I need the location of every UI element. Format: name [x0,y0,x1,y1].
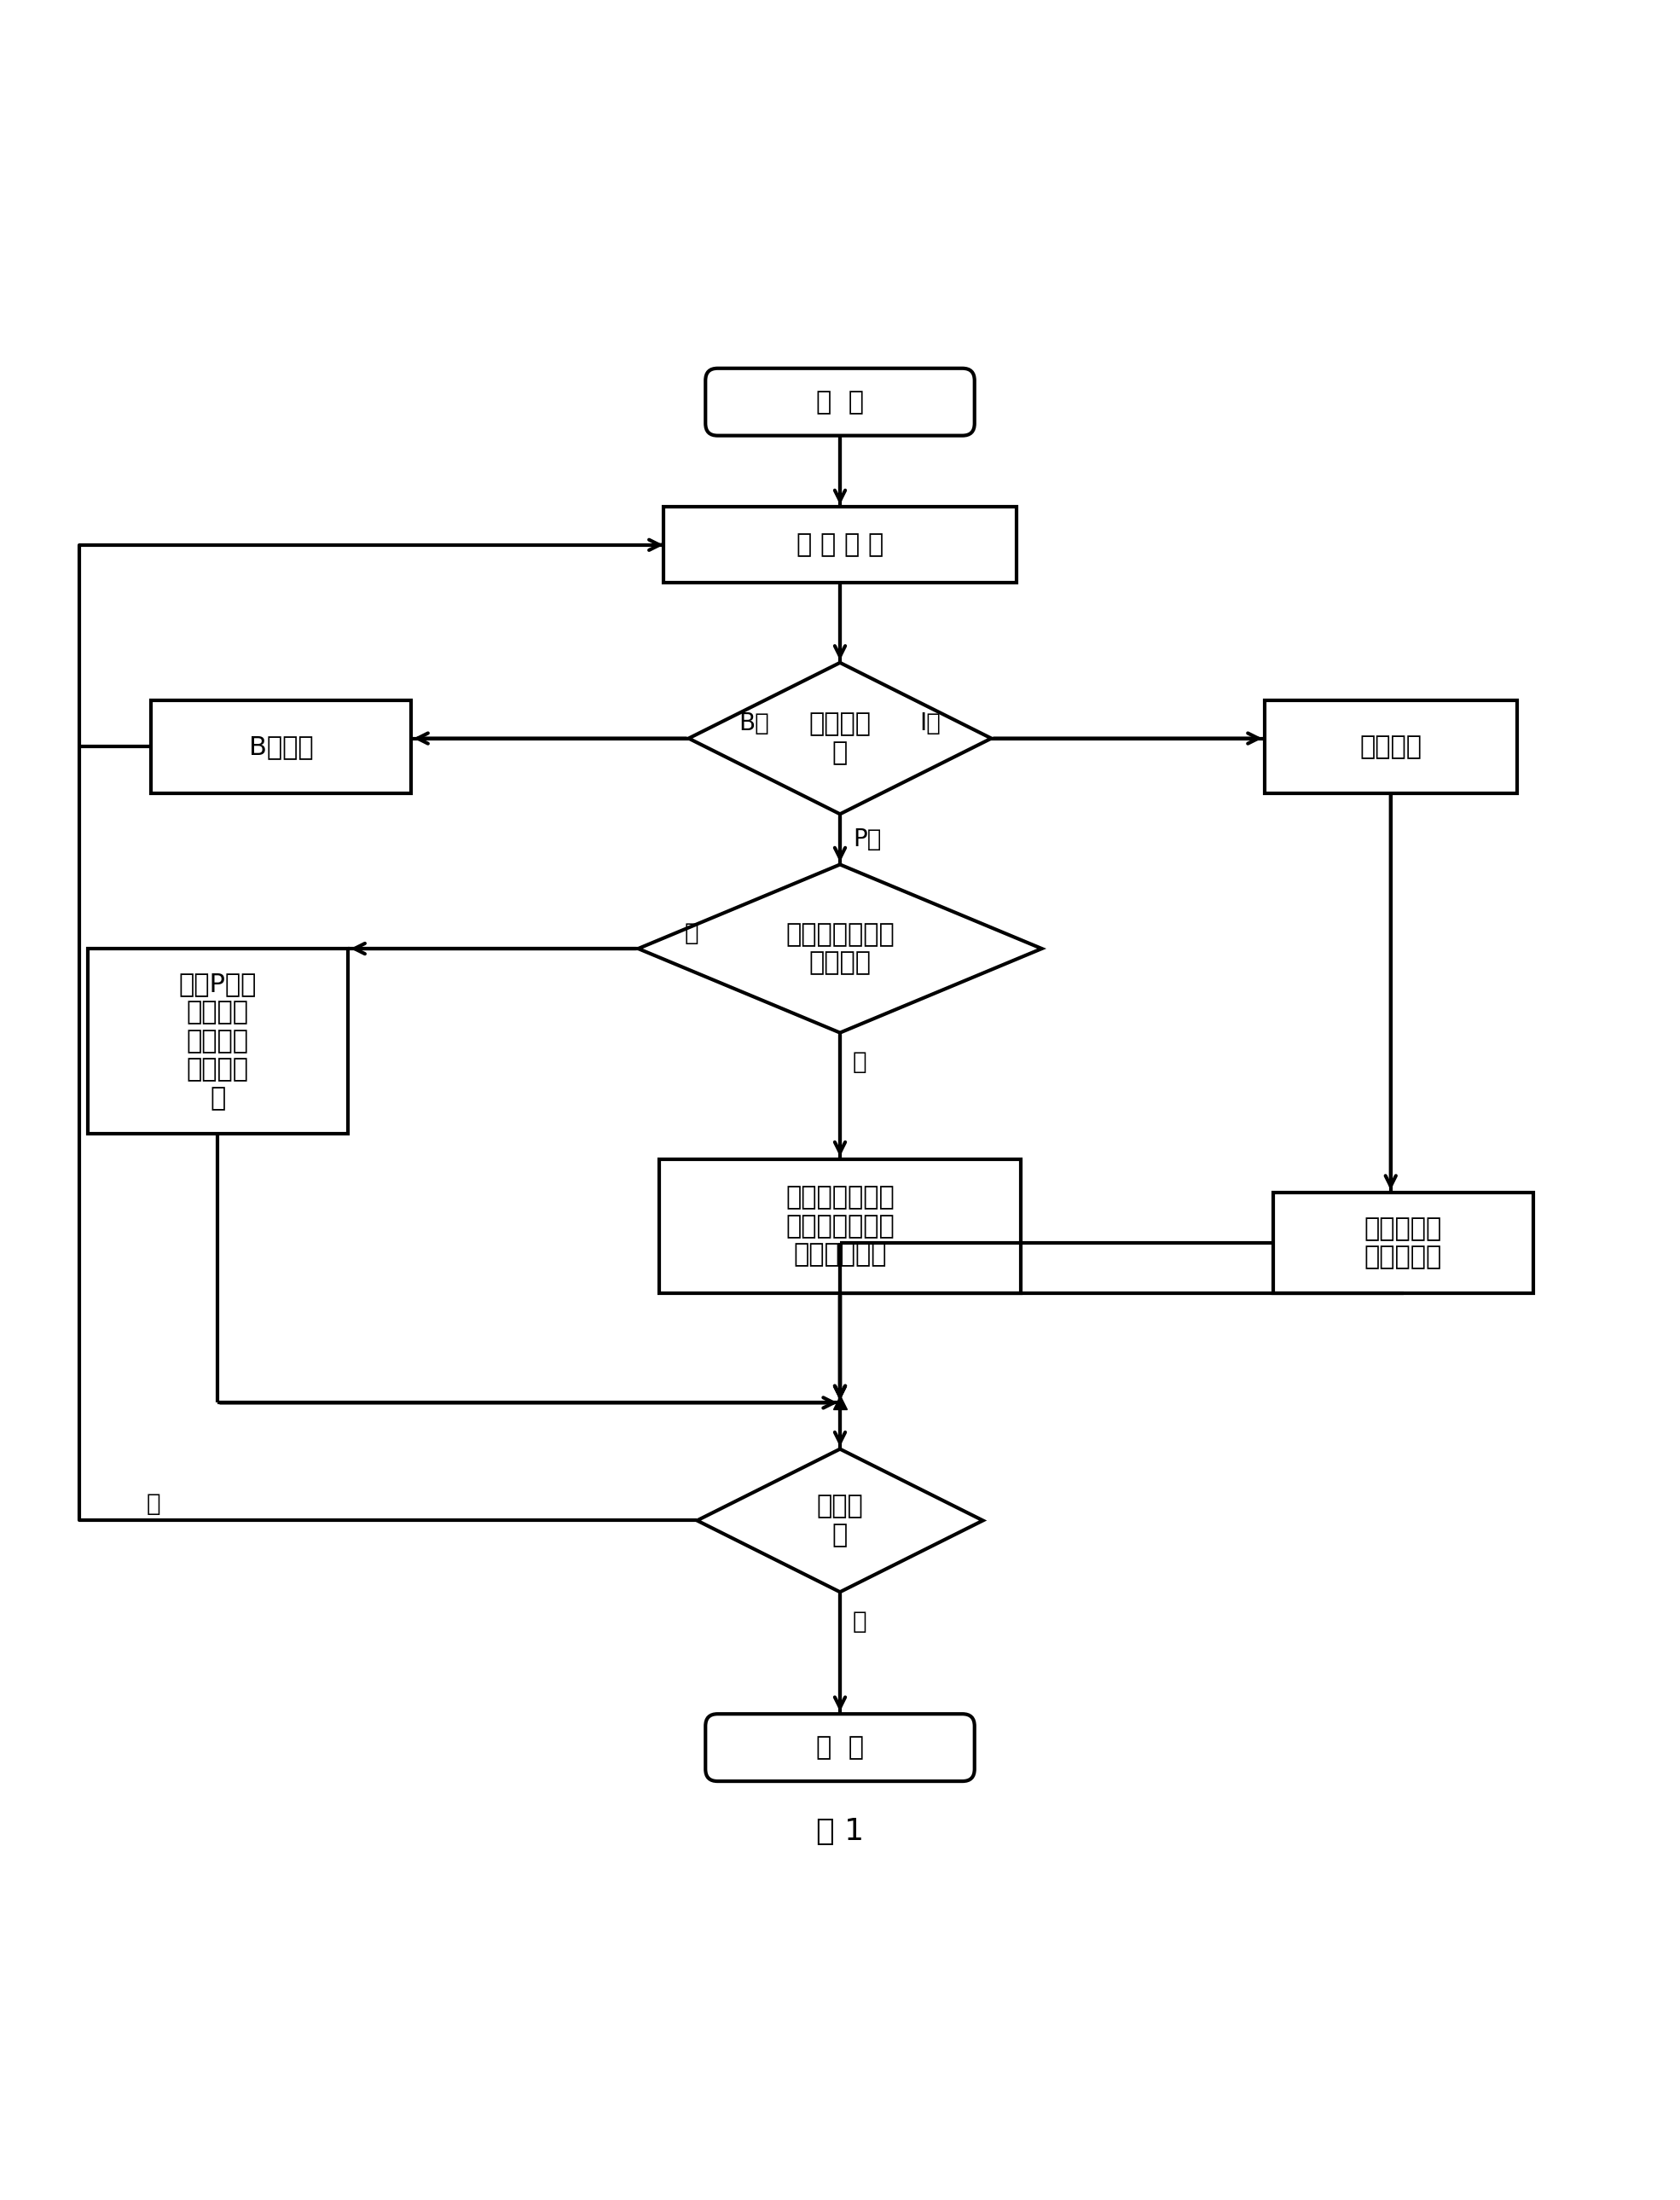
FancyBboxPatch shape [706,367,974,436]
Text: 强制帧内编码帧
编码及其优先参
考标志的设置: 强制帧内编码帧 编码及其优先参 考标志的设置 [786,1186,894,1267]
Text: 帧内编码: 帧内编码 [1359,735,1421,759]
Text: 是: 是 [853,1610,867,1632]
Bar [1273,1192,1534,1294]
Bar [1265,700,1517,792]
Text: 否: 否 [146,1492,161,1516]
Bar [151,700,412,792]
Text: 是否结
束: 是否结 束 [816,1494,864,1547]
Text: B帧编码: B帧编码 [249,735,312,759]
Polygon shape [697,1450,983,1593]
Polygon shape [689,662,991,814]
Text: 判断是否强制帧
内编码帧: 判断是否强制帧 内编码帧 [786,922,894,975]
Bar [87,948,348,1133]
Text: 设置宏块优
先参考标志: 设置宏块优 先参考标志 [1364,1217,1441,1269]
FancyBboxPatch shape [706,1714,974,1782]
Text: B帧: B帧 [739,711,769,735]
Text: 结  束: 结 束 [816,1736,864,1760]
Text: 否: 否 [684,922,699,946]
Polygon shape [638,865,1042,1032]
Bar [659,1159,1021,1294]
Text: 图 1: 图 1 [816,1817,864,1846]
Text: I帧: I帧 [919,711,941,735]
Text: 开  始: 开 始 [816,389,864,414]
Bar [664,506,1016,583]
Text: 帧类型判
断: 帧类型判 断 [808,711,872,766]
Text: 输 入 一 帧: 输 入 一 帧 [796,532,884,557]
Text: 一般P帧编
码及其宏
块优先参
考标志设
置: 一般P帧编 码及其宏 块优先参 考标志设 置 [178,972,257,1111]
Text: P帧: P帧 [853,827,880,851]
Text: 是: 是 [853,1049,867,1074]
